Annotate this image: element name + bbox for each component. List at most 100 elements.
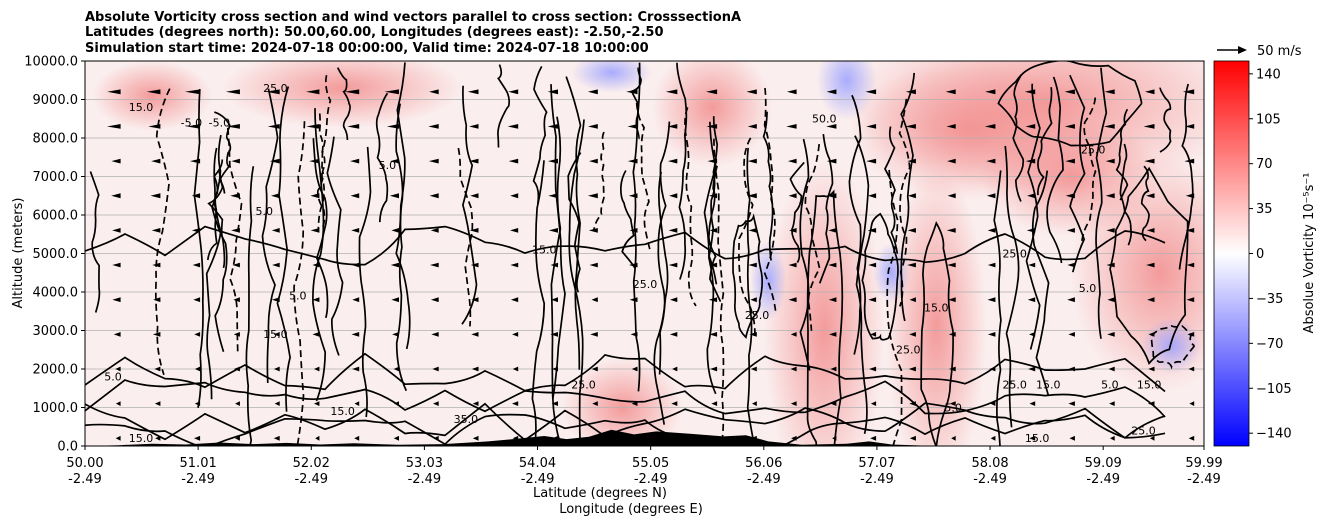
wind-vector [665,89,678,95]
wind-vector [512,332,519,337]
contour-label: 15.0 [1025,432,1050,445]
y-tick-label: 0.0 [57,440,78,455]
wind-vector [233,366,240,372]
wind-vector [1188,435,1195,441]
wind-vector [667,124,678,129]
wind-vector [271,297,280,303]
wind-vector [984,124,996,129]
contour-line [1069,74,1086,273]
contour-label: 25.0 [1131,424,1156,437]
wind-vector [909,332,916,337]
contour-line [226,127,243,355]
wind-vector [1107,297,1115,303]
wind-vector [1110,435,1115,441]
wind-vector [987,228,996,233]
wind-vector [945,89,956,95]
contour-line [619,170,636,269]
wind-vector [591,366,598,372]
wind-vector [789,228,797,233]
wind-vector [429,89,439,95]
x-tick-lat-label: 57.07 [858,456,895,471]
wind-vector [706,89,718,95]
wind-vector [112,262,121,268]
wind-vector [1066,228,1075,233]
wind-vector [1106,262,1115,268]
wind-vector [708,262,718,268]
wind-vector [390,262,399,268]
x-tick-lon-label: -2.49 [1187,472,1221,487]
x-tick-lon-label: -2.49 [181,472,215,487]
wind-vector [1146,193,1155,199]
contour-line [1025,83,1041,350]
contour-label: 25.0 [896,344,921,357]
wind-vector [510,297,519,303]
wind-vector [907,193,916,199]
wind-vector [225,89,240,95]
title-line-2: Latitudes (degrees north): 50.00,60.00, … [85,25,664,40]
negative-vorticity-region [816,61,877,121]
y-tick-label: 10000.0 [24,55,78,70]
wind-vector [1069,435,1075,441]
wind-vector [987,297,996,303]
contour-line [738,137,756,340]
wind-vector [1186,262,1195,268]
contour-line [550,116,562,446]
wind-vector [350,193,360,199]
colorbar-label: Absolue Vorticity 10⁻⁵s⁻¹ [1302,173,1317,334]
contour-label: 35.0 [454,413,479,426]
wind-vector [350,158,360,164]
plot-area: 15.0 -5.0 -5.0 25.0 5.0 5.0 15.0 15.0 5.0 25.0 25.… [85,61,1204,446]
wind-vector [1185,228,1195,233]
wind-vector [866,158,877,164]
y-tick-label: 2000.0 [33,363,79,378]
wind-vector [107,89,121,95]
wind-vector [867,228,877,233]
x-axis-label-line-2: Longitude (degrees E) [559,502,703,517]
wind-vector [430,228,439,233]
contour-line [746,147,756,446]
wind-vector [1029,332,1036,337]
wind-vector [951,435,956,441]
contour-line [312,138,329,319]
colorbar-tick-label: −105 [1256,382,1292,397]
wind-vector [433,435,439,441]
wind-vector [148,124,161,129]
wind-vector [310,228,320,233]
wind-vector [989,366,996,372]
wind-vector [830,366,837,372]
contour-label: 5.0 [1101,378,1119,391]
contour-label: 15.0 [129,432,154,445]
contour-line [708,116,719,285]
contour-label: 15.0 [532,244,557,257]
title-line-3: Simulation start time: 2024-07-18 00:00:… [85,41,649,56]
wind-vector [1148,366,1155,372]
wind-vector [1065,158,1075,164]
wind-vector [1147,297,1155,303]
wind-vector [629,228,638,233]
colorbar-tick-label: 35 [1256,202,1273,217]
wind-vector [191,228,201,233]
wind-vector [1028,262,1036,268]
wind-vector [870,435,877,441]
wind-vector [115,435,121,441]
positive-vorticity-region [92,61,213,131]
colorbar-tick-label: −70 [1256,337,1283,352]
wind-vector [826,193,837,199]
wind-vector [1104,89,1115,95]
wind-vector [269,158,280,164]
wind-vector [828,262,837,268]
contour-line [635,102,652,252]
contour-line [375,92,389,223]
wind-vector [184,89,201,95]
wind-vector [826,124,837,129]
wind-vector [750,366,757,372]
wind-vector [907,228,916,233]
contour-line [531,160,546,446]
wind-vector [550,332,558,337]
wind-vector [1184,124,1195,129]
wind-vector [709,193,718,199]
wind-vector [709,332,718,337]
contour-line [1046,76,1064,264]
contour-line [732,213,764,339]
wind-vector [547,89,558,95]
